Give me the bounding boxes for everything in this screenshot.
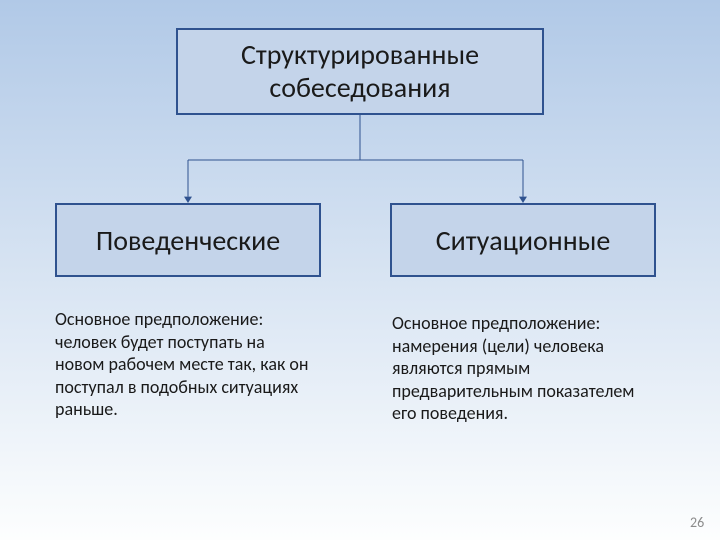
child-label-behavioral: Поведенческие [96,223,280,258]
desc-behavioral: Основное предположение: человек будет по… [55,308,315,421]
child-label-situational: Ситуационные [436,223,611,258]
root-label: Структурированные собеседования [178,39,542,103]
page-number: 26 [690,514,704,531]
slide: Структурированные собеседования Поведенч… [0,0,720,540]
child-node-behavioral: Поведенческие [55,203,321,277]
child-node-situational: Ситуационные [390,203,656,277]
connector-lines [178,115,533,209]
root-node: Структурированные собеседования [176,28,544,115]
desc-situational: Основное предположение: намерения (цели)… [392,312,644,425]
